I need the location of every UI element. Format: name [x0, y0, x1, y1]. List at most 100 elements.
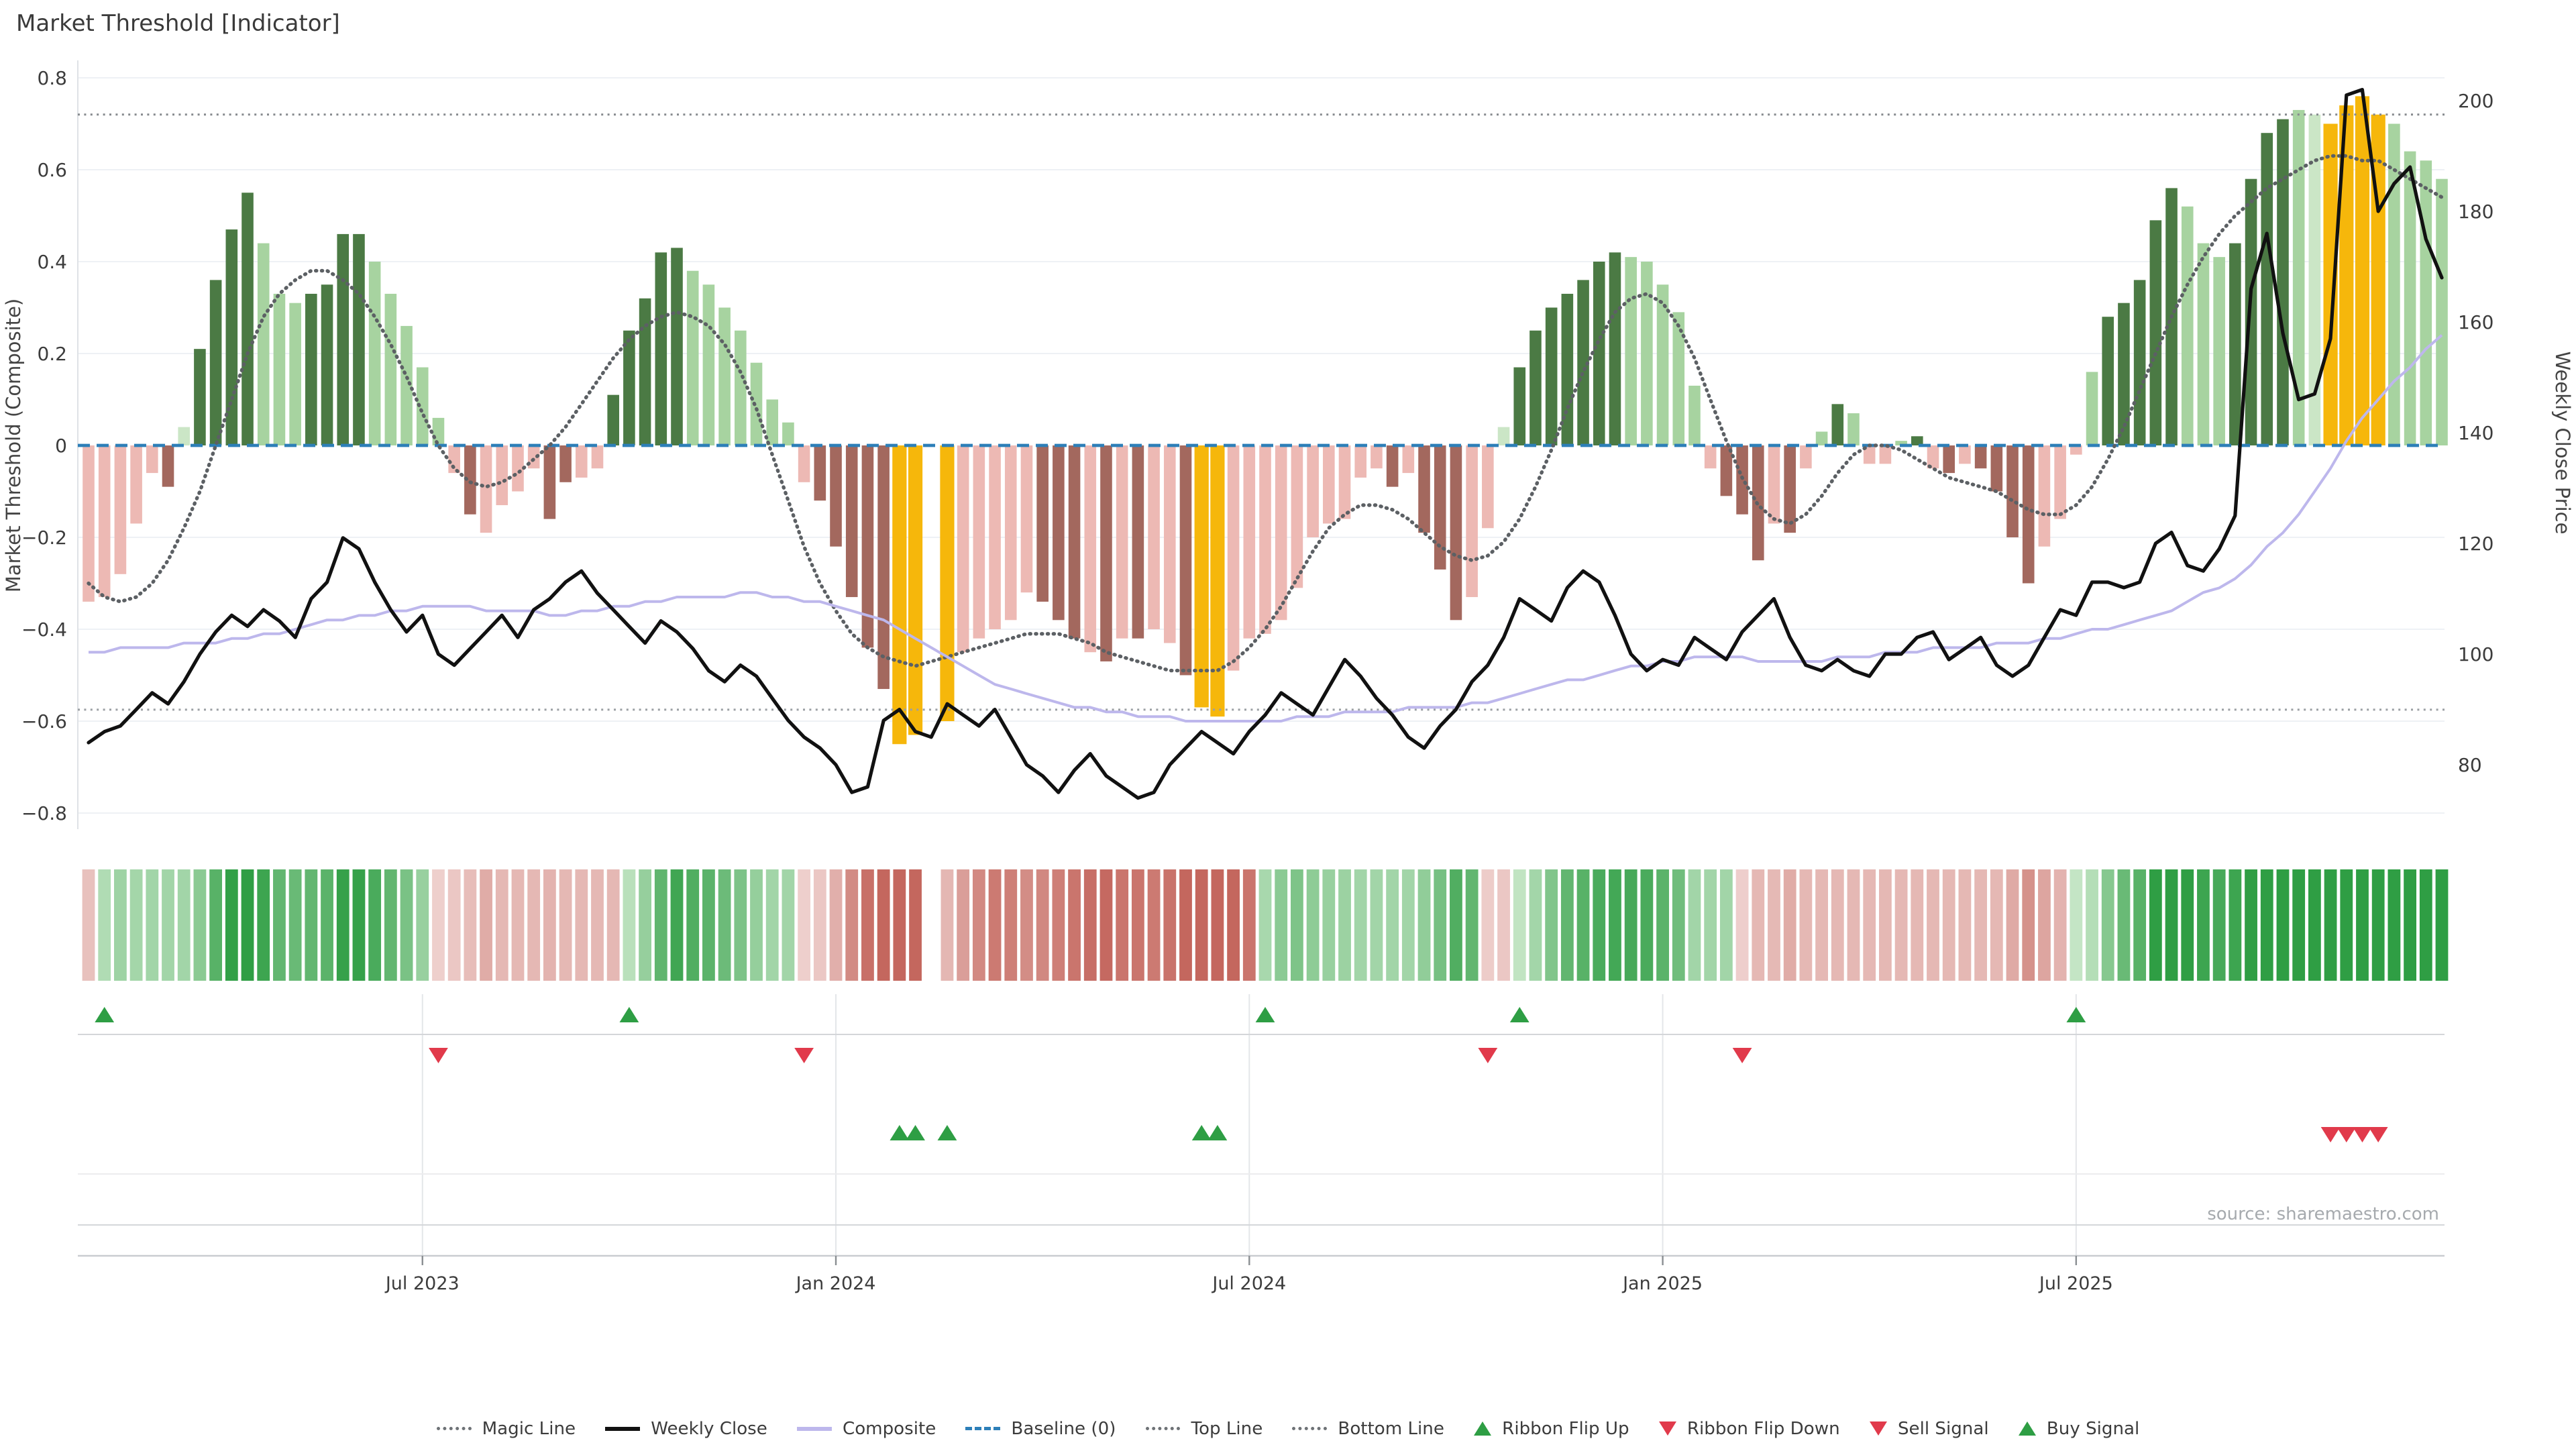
buy-signal-icon [890, 1125, 910, 1140]
composite-bar [814, 445, 826, 501]
ribbon-stripe [909, 869, 922, 981]
ribbon-stripe [702, 869, 715, 981]
ribbon-stripe [2435, 869, 2449, 981]
composite-bar [384, 293, 397, 445]
ribbon-stripe [1990, 869, 2003, 981]
x-axis-label: Jul 2025 [2038, 1273, 2113, 1294]
ribbon-stripe [575, 869, 588, 981]
ribbon-stripe [193, 869, 207, 981]
ribbon-stripe [1481, 869, 1495, 981]
composite-bar [178, 427, 191, 445]
ribbon-stripe [162, 869, 174, 981]
composite-bar [1577, 280, 1589, 445]
ribbon-stripe [480, 869, 492, 981]
ribbon-stripe [336, 869, 350, 981]
composite-bar [1338, 445, 1351, 519]
sell-signal-icon [2353, 1127, 2372, 1142]
ribbon-stripe [1942, 869, 1955, 981]
composite-bar [1863, 445, 1876, 464]
composite-bar [1736, 445, 1748, 515]
composite-bar [353, 233, 365, 445]
ribbon-stripe [1719, 869, 1733, 981]
legend-item-buy-signal: Buy Signal [2018, 1418, 2140, 1439]
ribbon-stripe [2197, 869, 2210, 981]
composite-bar [2277, 119, 2289, 445]
composite-bar [1132, 445, 1144, 639]
composite-bar [2388, 123, 2400, 445]
composite-bar [1323, 445, 1335, 524]
ribbon-stripe [2292, 869, 2306, 981]
signal-bar [2323, 123, 2338, 445]
ribbon-stripe [225, 869, 238, 981]
composite-bar [655, 252, 667, 445]
ribbon-stripe [1450, 869, 1462, 981]
ribbon-stripe [1911, 869, 1924, 981]
y-axis-tick-right: 120 [2458, 533, 2493, 555]
composite-bar [1307, 445, 1319, 537]
left-axis-title: Market Threshold (Composite) [2, 299, 25, 592]
ribbon-stripe [1624, 869, 1638, 981]
ribbon-stripe [1004, 869, 1018, 981]
ribbon-stripe [1242, 869, 1256, 981]
y-axis-tick-left: 0 [55, 435, 67, 457]
ribbon-stripe [829, 869, 843, 981]
signal-bar [940, 445, 955, 721]
ribbon-flip-up-icon [1255, 1007, 1275, 1022]
ribbon-stripe [1083, 869, 1097, 981]
ribbon-stripe [1545, 869, 1558, 981]
ribbon-stripe [686, 869, 700, 981]
composite-bar [146, 445, 158, 474]
composite-bar [2261, 133, 2273, 445]
dotted-line-icon [1145, 1427, 1181, 1431]
dashed-line-icon [965, 1427, 1001, 1431]
ribbon-stripe [1497, 869, 1510, 981]
ribbon-stripe [1894, 869, 1908, 981]
composite-bar [989, 445, 1001, 629]
right-axis-title: Weekly Close Price [2551, 352, 2574, 535]
ribbon-stripe [495, 869, 508, 981]
y-axis-tick-right: 140 [2458, 422, 2493, 444]
ribbon-stripe [1354, 869, 1367, 981]
ribbon-stripe [2276, 869, 2290, 981]
ribbon-stripe [2419, 869, 2432, 981]
ribbon-stripe [1847, 869, 1860, 981]
composite-bar [1959, 445, 1971, 464]
composite-bar [1895, 441, 1907, 445]
sell-signal-icon [2320, 1127, 2341, 1142]
y-axis-tick-left: −0.4 [21, 619, 67, 641]
composite-bar [1641, 262, 1653, 445]
composite-bar [305, 293, 317, 445]
ribbon-stripe [2308, 869, 2321, 981]
composite-bar [782, 422, 794, 445]
weekly-close-line [87, 88, 2444, 800]
composite-bar [623, 330, 635, 445]
ribbon-stripe [798, 869, 811, 981]
composite-bar [527, 445, 540, 469]
composite-bar [559, 445, 572, 482]
composite-bar [543, 445, 556, 519]
composite-bar [1561, 293, 1574, 445]
ribbon-flip-down-icon [794, 1048, 814, 1063]
composite-bar [591, 445, 604, 469]
composite-bar [1036, 445, 1049, 602]
triangle-up-icon [2018, 1421, 2036, 1436]
ribbon-stripe [288, 869, 302, 981]
x-axis-label: Jul 2023 [384, 1273, 460, 1294]
composite-bar [2229, 243, 2241, 445]
legend-item-label: Composite [842, 1418, 936, 1439]
legend-item-composite: Composite [797, 1419, 936, 1439]
legend-item-label: Buy Signal [2046, 1418, 2140, 1439]
ribbon-stripe [1068, 869, 1081, 981]
ribbon-stripe [1974, 869, 1988, 981]
ribbon-stripe [1036, 869, 1049, 981]
ribbon-stripe [321, 869, 333, 981]
ribbon-stripe [368, 869, 382, 981]
composite-bar [1879, 445, 1892, 464]
ribbon-stripe [1735, 869, 1749, 981]
y-axis-tick-left: 0.8 [37, 67, 67, 89]
composite-bar [1943, 445, 1955, 474]
composite-bar [1068, 445, 1081, 639]
ribbon-stripe [1291, 869, 1303, 981]
composite-bar [130, 445, 142, 524]
